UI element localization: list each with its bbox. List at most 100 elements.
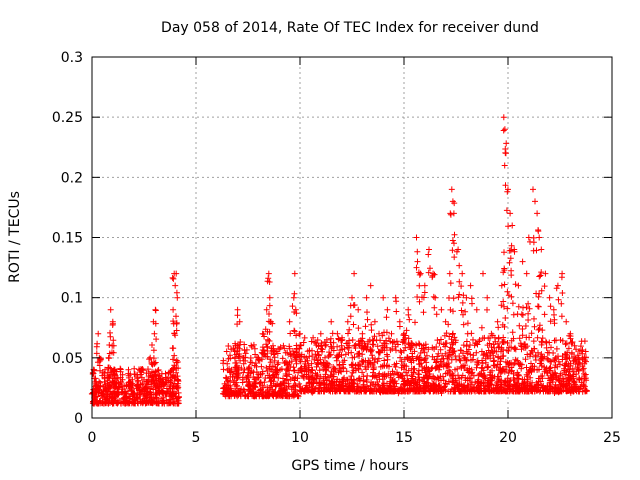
data-point — [449, 247, 456, 254]
data-point — [381, 380, 387, 387]
data-point — [349, 294, 355, 301]
data-point — [468, 295, 475, 302]
data-point — [298, 388, 305, 395]
data-point — [248, 342, 255, 349]
data-point — [355, 325, 362, 332]
data-point — [530, 338, 537, 345]
data-point — [383, 351, 390, 358]
data-point — [422, 341, 429, 348]
data-point — [373, 386, 379, 393]
data-point — [110, 337, 117, 344]
data-point — [554, 363, 561, 370]
data-point — [570, 387, 577, 393]
data-point — [265, 393, 272, 400]
data-point — [570, 371, 577, 378]
data-point — [351, 377, 358, 384]
data-point — [159, 388, 166, 395]
data-point — [293, 332, 300, 339]
data-point — [522, 323, 529, 329]
data-point — [519, 258, 526, 265]
data-point — [502, 315, 509, 321]
data-point — [137, 371, 144, 378]
data-point — [261, 333, 268, 340]
data-point — [359, 343, 366, 350]
data-point — [558, 300, 565, 307]
data-point — [521, 345, 527, 351]
data-point — [394, 369, 400, 376]
data-point — [393, 338, 400, 345]
data-point — [310, 334, 317, 341]
data-point — [315, 351, 322, 358]
data-point — [451, 200, 458, 207]
y-tick-label: 0.05 — [52, 351, 83, 367]
data-point — [364, 316, 371, 323]
data-point — [172, 383, 179, 390]
data-point — [463, 356, 470, 363]
data-point — [557, 370, 564, 377]
data-point — [151, 360, 158, 367]
data-point — [458, 307, 465, 314]
data-point — [293, 349, 300, 356]
data-point — [359, 359, 366, 365]
data-point — [539, 335, 546, 342]
data-point — [478, 370, 485, 377]
data-point — [568, 351, 575, 357]
data-point — [113, 368, 120, 375]
data-point — [553, 345, 560, 352]
data-point — [233, 375, 240, 381]
axis-ticks: 0 0.05 0.1 0.15 0.2 0.25 0.3 0 5 10 15 20 25 — [52, 50, 621, 446]
data-point — [107, 306, 114, 313]
data-point — [429, 344, 436, 351]
data-point — [464, 350, 471, 357]
data-point — [541, 311, 548, 318]
data-point — [362, 342, 369, 349]
data-point — [171, 352, 178, 359]
data-point — [313, 363, 320, 370]
data-point — [432, 294, 439, 301]
data-point — [270, 351, 277, 358]
data-point — [384, 356, 391, 363]
data-point — [422, 355, 429, 362]
data-point — [291, 270, 298, 277]
data-point — [318, 342, 325, 349]
data-point — [317, 356, 324, 363]
data-point — [294, 346, 300, 353]
data-point — [565, 345, 572, 352]
data-point — [170, 356, 176, 363]
data-point — [524, 378, 531, 385]
data-point — [158, 381, 165, 388]
data-point — [299, 372, 306, 379]
data-point — [398, 358, 405, 365]
data-point — [146, 397, 153, 404]
data-point — [536, 290, 543, 297]
data-point — [321, 384, 328, 391]
data-point — [265, 275, 272, 282]
data-point — [170, 366, 177, 373]
data-point — [302, 365, 309, 372]
data-point — [297, 384, 304, 391]
data-point — [149, 342, 155, 348]
data-point — [381, 344, 388, 351]
data-point — [525, 300, 532, 307]
data-point — [227, 382, 234, 389]
data-point — [507, 247, 514, 254]
data-point — [538, 287, 545, 294]
data-point — [480, 367, 487, 374]
data-point — [463, 338, 470, 345]
data-point — [555, 358, 562, 365]
data-point — [405, 378, 412, 385]
data-point — [453, 248, 460, 255]
data-point — [278, 366, 285, 372]
data-point — [455, 372, 461, 379]
data-point — [330, 347, 337, 354]
data-point — [96, 386, 103, 393]
data-point — [241, 347, 248, 354]
data-point — [525, 369, 532, 376]
data-point — [538, 357, 545, 364]
data-point — [137, 396, 143, 403]
data-point — [393, 298, 400, 305]
data-point — [344, 377, 351, 384]
data-point — [374, 343, 381, 350]
data-point — [562, 360, 569, 367]
data-point — [291, 389, 298, 396]
